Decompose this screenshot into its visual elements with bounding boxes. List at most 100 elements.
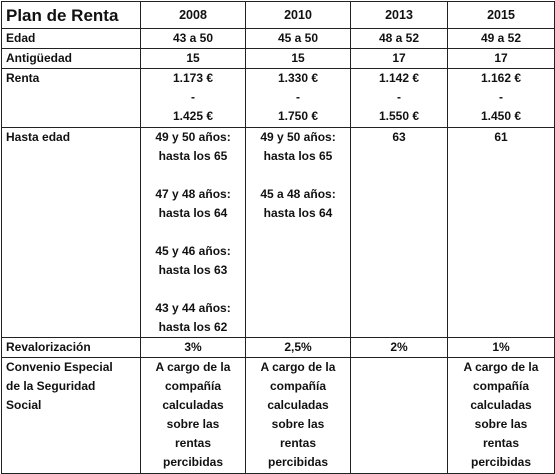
table-cell: 49 a 52 [447,28,555,49]
cell-block: 1.162 € - 1.450 € [452,69,550,126]
table-cell: 63 [350,127,448,338]
cell-line: percibidas [267,455,329,469]
cell-line: 63 [392,130,406,144]
cell-block: 1.173 € - 1.425 € [145,69,241,126]
cell-line: 49 y 50 años: [260,130,336,144]
cell-line: percibidas [470,455,532,469]
table-cell: 15 [245,48,351,69]
cell-line: 1.425 € [172,109,214,123]
label-line: Antigüedad [6,51,72,65]
table-row: Hasta edad 49 y 50 años: hasta los 65 47 y … [1,127,555,338]
cell-block: 49 y 50 años: hasta los 65 [250,128,346,166]
cell-line: 2,5% [284,340,312,354]
cell-line: A cargo de la [155,360,231,374]
row-label: Renta [1,68,141,128]
cell-block: A cargo de la compañía calculadas sobre las… [145,358,241,472]
label-line: Renta [6,71,40,85]
label-line: Social [6,398,42,412]
cell-line: 15 [291,51,305,65]
cell-block: 1% [452,338,550,357]
header-cell: 2013 [350,1,448,29]
cell-block: 1.330 € - 1.750 € [250,69,346,126]
cell-block: 43 y 44 años: hasta los 62 [145,299,241,337]
cell-line: 3% [184,340,202,354]
cell-block: 17 [355,49,443,68]
cell-block: 15 [250,49,346,68]
table-cell: 48 a 52 [350,28,448,49]
cell-line: 45 a 50 [277,31,319,45]
table-cell: 43 a 50 [140,28,246,49]
cell-block: 49 a 52 [452,29,550,48]
cell-line: 1.162 € [480,71,522,85]
cell-line: A cargo de la [260,360,336,374]
cell-line: hasta los 65 [263,149,333,163]
cell-line: 47 y 48 años: [155,187,231,201]
table-cell: 61 [447,127,555,338]
cell-block: 2% [355,338,443,357]
cell-block: 1.142 € - 1.550 € [355,69,443,126]
cell-line: 1.750 € [277,109,319,123]
cell-line: sobre las [474,417,528,431]
label-line: Hasta edad [6,130,71,144]
table-row: Antigüedad 15 15 17 17 [1,48,555,69]
cell-block: 2,5% [250,338,346,357]
cell-line: 2% [390,340,408,354]
cell-line: 1.173 € [172,71,214,85]
cell-block: A cargo de la compañía calculadas sobre las… [452,358,550,472]
cell-block: 47 y 48 años: hasta los 64 [145,185,241,223]
cell-line: percibidas [162,455,224,469]
cell-line: calculadas [470,398,532,412]
cell-block: 17 [452,49,550,68]
label-line: de la Seguridad [6,379,96,393]
header-cell: 2008 [140,1,246,29]
row-label: Hasta edad [1,127,141,338]
table-cell: A cargo de la compañía calculadas sobre las… [447,357,555,474]
header-cell: 2010 [245,1,351,29]
cell-line: rentas [279,436,317,450]
table-cell: 1.330 € - 1.750 € [245,68,351,128]
cell-line: 43 y 44 años: [155,301,231,315]
table-cell: 2,5% [245,337,351,358]
cell-line: 48 a 52 [378,31,420,45]
table-row: Edad 43 a 50 45 a 50 48 a 52 49 a 52 [1,28,555,49]
cell-line: 45 a 48 años: [260,187,336,201]
table-cell: 2% [350,337,448,358]
header-cell: Plan de Renta [1,1,141,29]
cell-line: calculadas [267,398,329,412]
cell-line: 61 [494,130,508,144]
cell-block: 49 y 50 años: hasta los 65 [145,128,241,166]
table-cell: 1.173 € - 1.425 € [140,68,246,128]
table-cell: 3% [140,337,246,358]
cell-line: compañía [472,379,529,393]
cell-line: - [296,90,300,104]
cell-line: 43 a 50 [172,31,214,45]
cell-line: hasta los 63 [158,263,228,277]
cell-line: rentas [174,436,212,450]
table-cell: A cargo de la compañía calculadas sobre las… [245,357,351,474]
cell-line: hasta los 64 [263,206,333,220]
label-line: Convenio Especial [6,360,113,374]
cell-line: sobre las [166,417,220,431]
table-cell: 17 [350,48,448,69]
row-label: Convenio Especial de la Seguridad Social [1,357,141,474]
row-label: Edad [1,28,141,49]
table-cell: 49 y 50 años: hasta los 65 47 y 48 años: ha… [140,127,246,338]
cell-block: 45 y 46 años: hasta los 63 [145,242,241,280]
table-cell: 49 y 50 años: hasta los 65 45 a 48 años: ha… [245,127,351,338]
cell-line: 15 [186,51,200,65]
row-label: Revalorización [1,337,141,358]
table-cell [350,357,448,474]
label-line: Revalorización [6,340,91,354]
table-cell: 15 [140,48,246,69]
header-cell: 2015 [447,1,555,29]
table-cell: 1% [447,337,555,358]
table-cell: 17 [447,48,555,69]
cell-block: 15 [145,49,241,68]
cell-line: - [191,90,195,104]
header-row: Plan de Renta 2008 2010 2013 2015 [1,1,555,29]
cell-line: hasta los 65 [158,149,228,163]
cell-block: 61 [452,128,550,147]
